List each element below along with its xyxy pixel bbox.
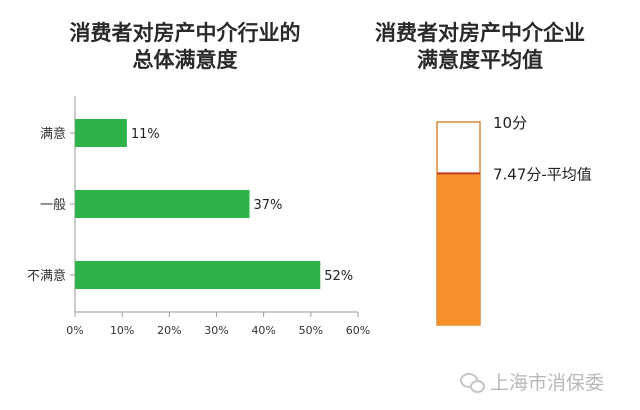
x-tick-label: 50% <box>299 324 323 337</box>
bar-value-label: 37% <box>254 198 283 213</box>
x-tick-label: 20% <box>157 324 181 337</box>
category-label: 一般 <box>40 197 66 213</box>
bar <box>75 119 127 147</box>
left-chart-title-line2: 总体满意度 <box>132 48 238 72</box>
right-chart-title-line1: 消费者对房产中介企业 <box>375 21 585 45</box>
gauge-average-label: 7.47分-平均值 <box>493 165 592 183</box>
right-chart-title-line2: 满意度平均值 <box>417 48 543 72</box>
bar <box>75 261 321 289</box>
gauge-fill <box>437 173 480 325</box>
bar <box>75 190 250 218</box>
bar-value-label: 11% <box>131 127 160 142</box>
watermark-text: 上海市消保委 <box>490 372 605 394</box>
category-label: 不满意 <box>27 268 66 284</box>
x-tick-label: 60% <box>346 324 370 337</box>
watermark: 上海市消保委 <box>460 368 604 395</box>
wechat-icon <box>460 372 485 393</box>
x-tick-label: 30% <box>204 324 228 337</box>
category-label: 满意 <box>40 126 66 142</box>
left-chart-title-line1: 消费者对房产中介行业的 <box>69 21 301 45</box>
right-chart-title: 消费者对房产中介企业 满意度平均值 <box>360 20 600 74</box>
gauge-max-label: 10分 <box>493 114 527 132</box>
x-tick-label: 0% <box>66 324 83 337</box>
x-tick-label: 10% <box>110 324 134 337</box>
bar-value-label: 52% <box>324 269 353 284</box>
left-chart-title: 消费者对房产中介行业的 总体满意度 <box>20 20 350 74</box>
x-tick-label: 40% <box>251 324 275 337</box>
